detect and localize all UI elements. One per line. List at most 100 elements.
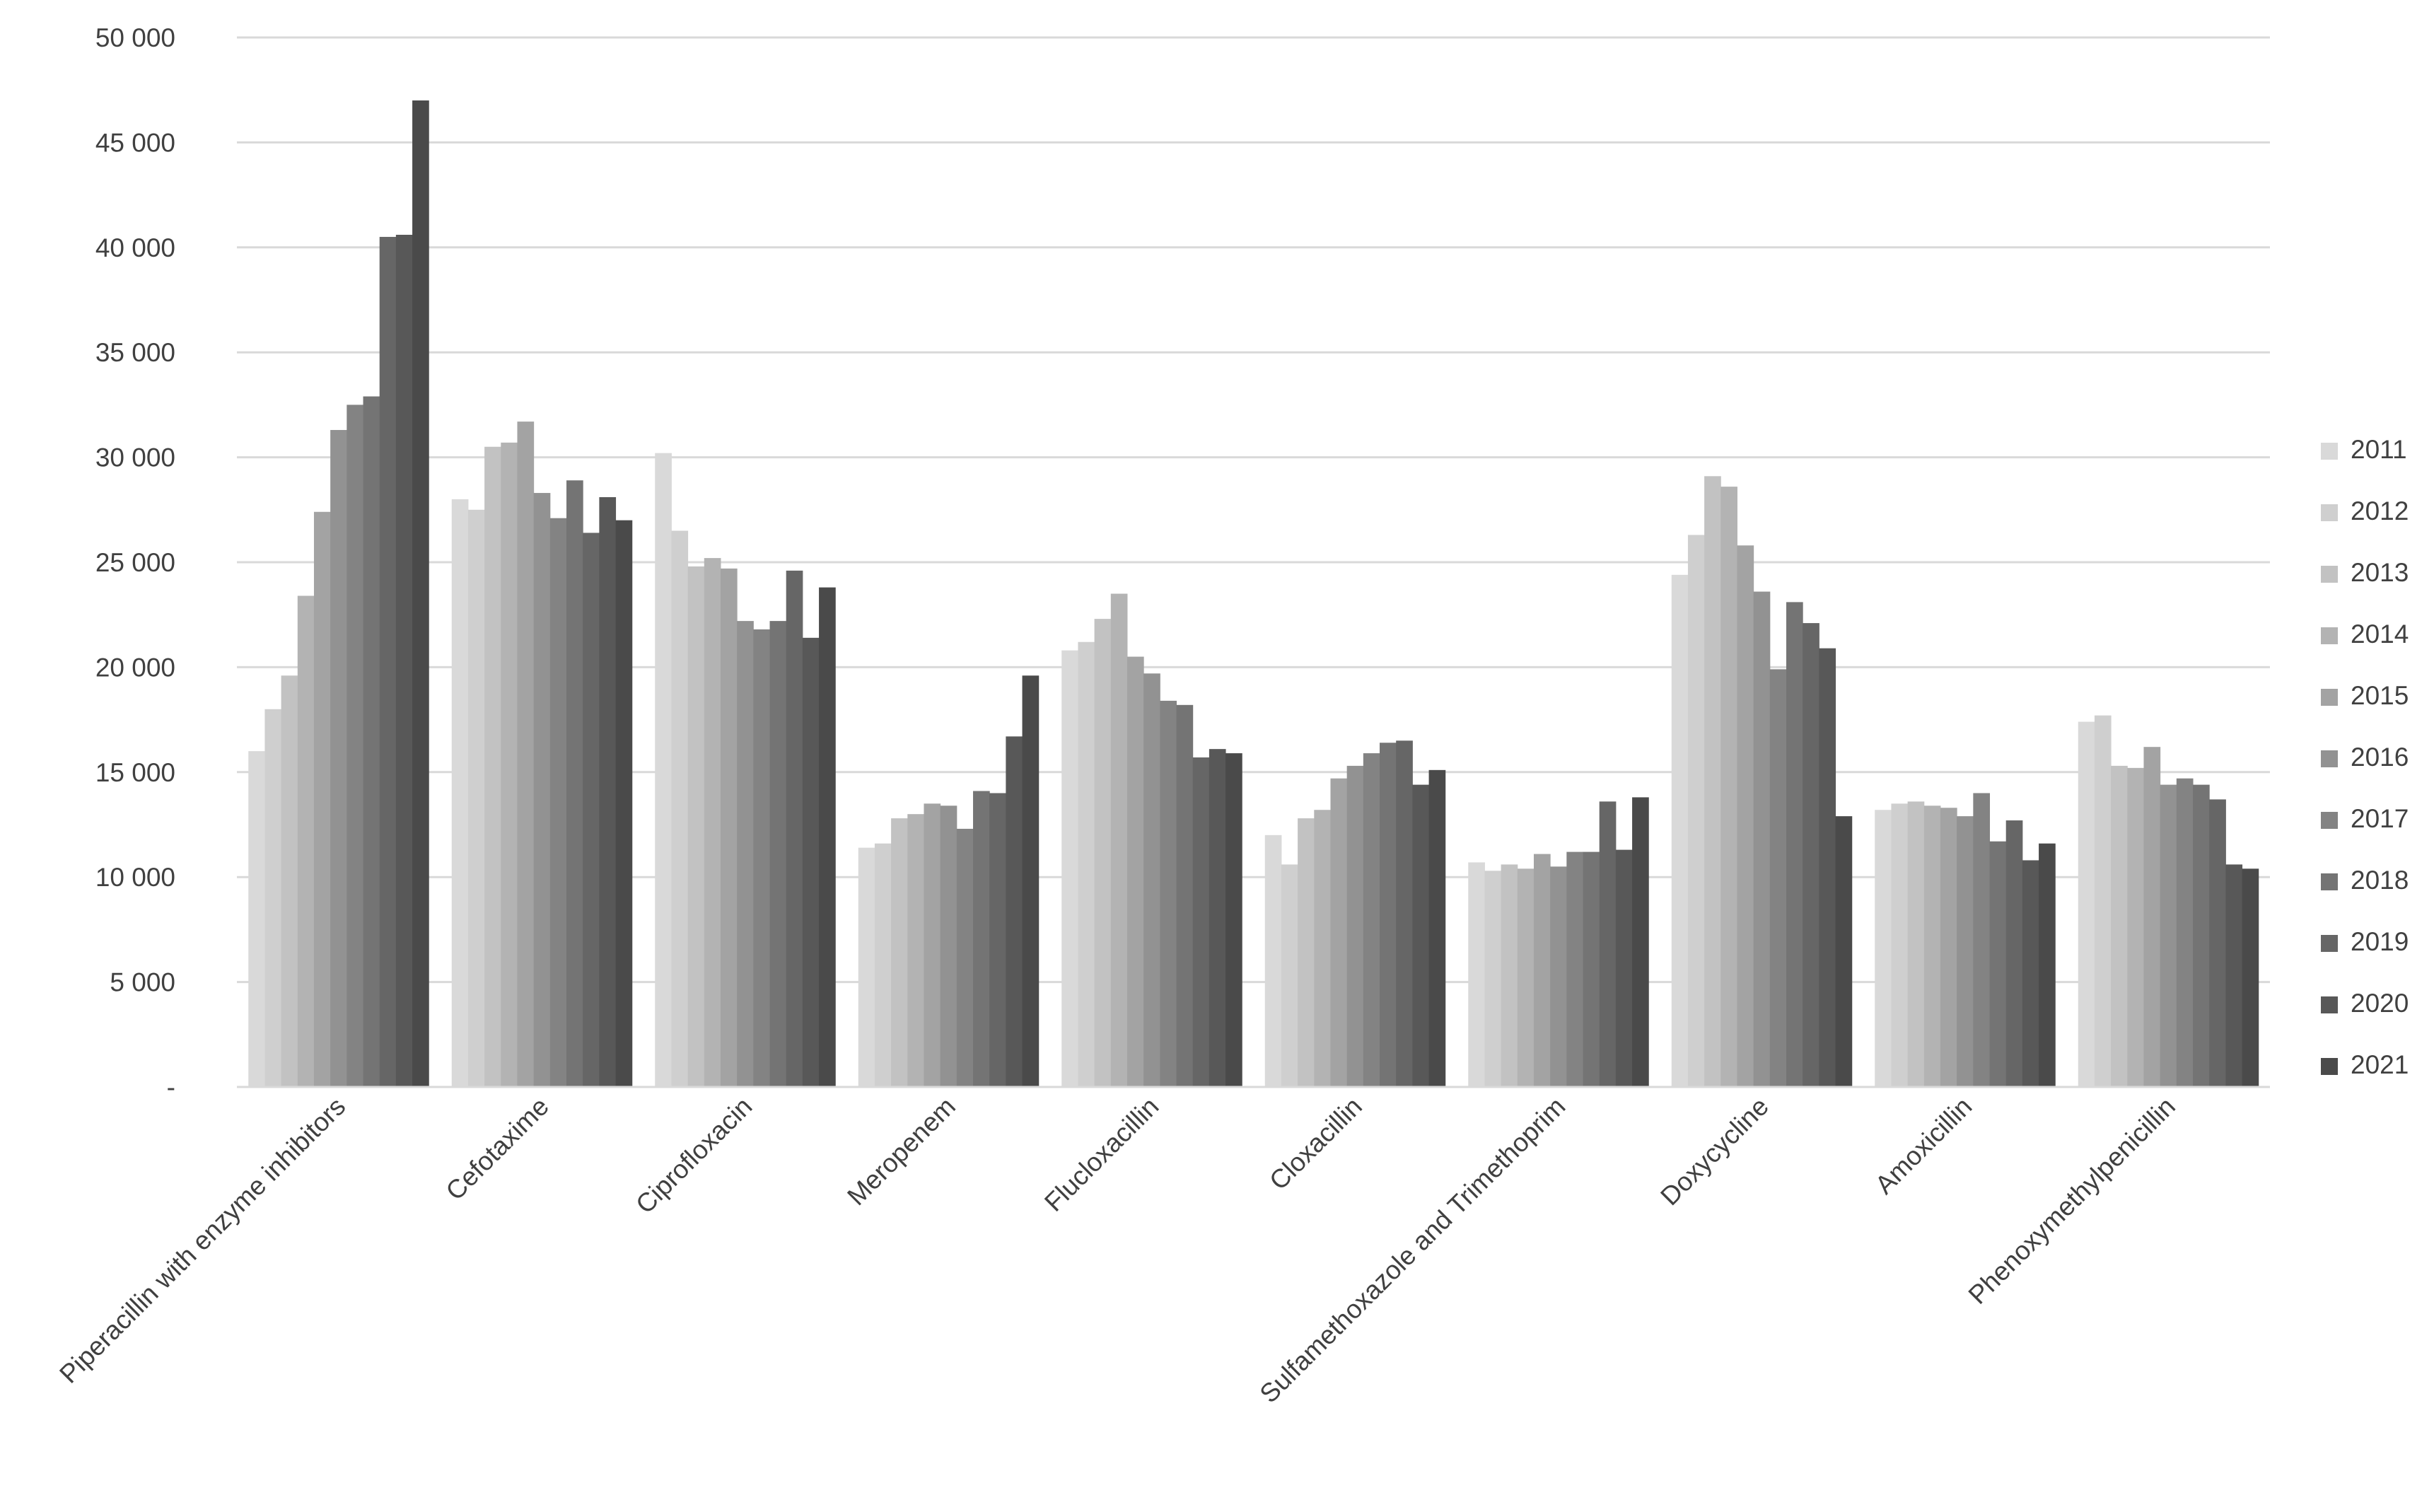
legend-label: 2013 (2351, 558, 2409, 587)
bar-group (1468, 797, 1649, 1087)
bar (517, 421, 535, 1087)
y-tick-label: 5 000 (110, 968, 175, 997)
bar (1484, 871, 1502, 1087)
bar (1022, 675, 1040, 1087)
legend-swatch (2321, 750, 2338, 767)
bar-group (248, 100, 429, 1088)
bar (720, 568, 738, 1087)
bar (907, 814, 924, 1087)
x-category-label: Doxycycline (1655, 1092, 1774, 1211)
legend-swatch (2321, 1058, 2338, 1075)
bar (1786, 602, 1803, 1087)
bar (1704, 476, 1721, 1087)
x-axis-category-labels: Piperacillin with enzyme inhibitors Cefot… (54, 1092, 2181, 1409)
bar (1583, 851, 1600, 1087)
bar (264, 709, 282, 1087)
legend-label: 2015 (2351, 681, 2409, 710)
bar (1061, 650, 1078, 1087)
bar (347, 405, 364, 1087)
bar (1330, 778, 1348, 1087)
legend-label: 2019 (2351, 927, 2409, 956)
bar (313, 511, 331, 1087)
bar-group (858, 675, 1040, 1087)
bar (2022, 860, 2039, 1087)
bar (1209, 749, 1226, 1087)
bar (753, 629, 771, 1087)
y-tick-label: 15 000 (95, 758, 175, 787)
legend-label: 2016 (2351, 743, 2409, 772)
bar (802, 637, 820, 1087)
y-axis-tick-labels: - 5 000 10 000 15 000 20 000 25 000 30 000 35 0… (95, 23, 175, 1102)
bar-group (1875, 793, 2056, 1087)
bar (1875, 810, 1892, 1087)
bar (1533, 854, 1551, 1087)
bar (1298, 818, 1315, 1087)
bar (1957, 816, 1974, 1087)
bar (1264, 834, 1282, 1087)
bar (858, 847, 875, 1087)
x-category-label: Ciprofloxacin (630, 1092, 757, 1219)
bar (704, 558, 721, 1087)
bar (248, 751, 265, 1087)
legend-swatch (2321, 996, 2338, 1013)
y-tick-label: 20 000 (95, 653, 175, 682)
bar (1346, 765, 1364, 1087)
legend-swatch (2321, 566, 2338, 583)
y-tick-label: 35 000 (95, 338, 175, 367)
x-category-label: Piperacillin with enzyme inhibitors (54, 1092, 351, 1389)
bar (1281, 864, 1298, 1087)
bar (1923, 806, 1941, 1087)
y-tick-label: 40 000 (95, 233, 175, 262)
bar (2193, 784, 2210, 1087)
bar (874, 843, 892, 1087)
legend: 2011 2012 2013 2014 2015 2016 2017 2018 2019 2020… (2321, 435, 2409, 1079)
bar (1737, 545, 1754, 1087)
bar (1380, 743, 1397, 1087)
x-category-label: Cloxacillin (1264, 1092, 1368, 1196)
legend-item: 2017 (2321, 804, 2409, 833)
bar (819, 587, 836, 1087)
legend-swatch (2321, 504, 2338, 521)
bar (1599, 801, 1617, 1087)
legend-label: 2011 (2351, 435, 2407, 464)
bar (973, 791, 990, 1087)
bar (1720, 487, 1737, 1087)
legend-label: 2012 (2351, 496, 2409, 525)
y-tick-label: 25 000 (95, 548, 175, 577)
bar (549, 518, 567, 1087)
legend-item: 2016 (2321, 743, 2409, 772)
bar (1078, 641, 1095, 1087)
y-tick-label: 10 000 (95, 863, 175, 892)
bar (1363, 753, 1380, 1087)
bar (1687, 535, 1705, 1087)
bar (1501, 864, 1518, 1087)
bar (1803, 623, 1819, 1087)
bar (1412, 784, 1430, 1087)
bar (1819, 648, 1836, 1087)
bar (687, 566, 705, 1087)
bar (566, 480, 583, 1087)
bar-group (1671, 476, 1853, 1087)
bar (1566, 851, 1584, 1087)
bar (2078, 721, 2095, 1087)
y-tick-label: 50 000 (95, 23, 175, 52)
bar (1632, 797, 1649, 1087)
bar (1314, 810, 1331, 1087)
bar (1428, 769, 1446, 1087)
legend-label: 2017 (2351, 804, 2409, 833)
legend-item: 2015 (2321, 681, 2409, 710)
legend-swatch (2321, 443, 2338, 460)
bar (1517, 868, 1535, 1087)
bar (2160, 784, 2177, 1087)
bar (1989, 841, 2007, 1087)
bar (1769, 669, 1787, 1087)
bar-group (655, 453, 836, 1087)
bar (1396, 740, 1413, 1087)
legend-item: 2020 (2321, 989, 2409, 1018)
legend-swatch (2321, 627, 2338, 644)
x-category-label: Phenoxymethylpenicillin (1963, 1092, 2181, 1310)
bar (484, 446, 501, 1087)
y-tick-label: - (167, 1073, 175, 1102)
legend-item: 2018 (2321, 866, 2409, 895)
